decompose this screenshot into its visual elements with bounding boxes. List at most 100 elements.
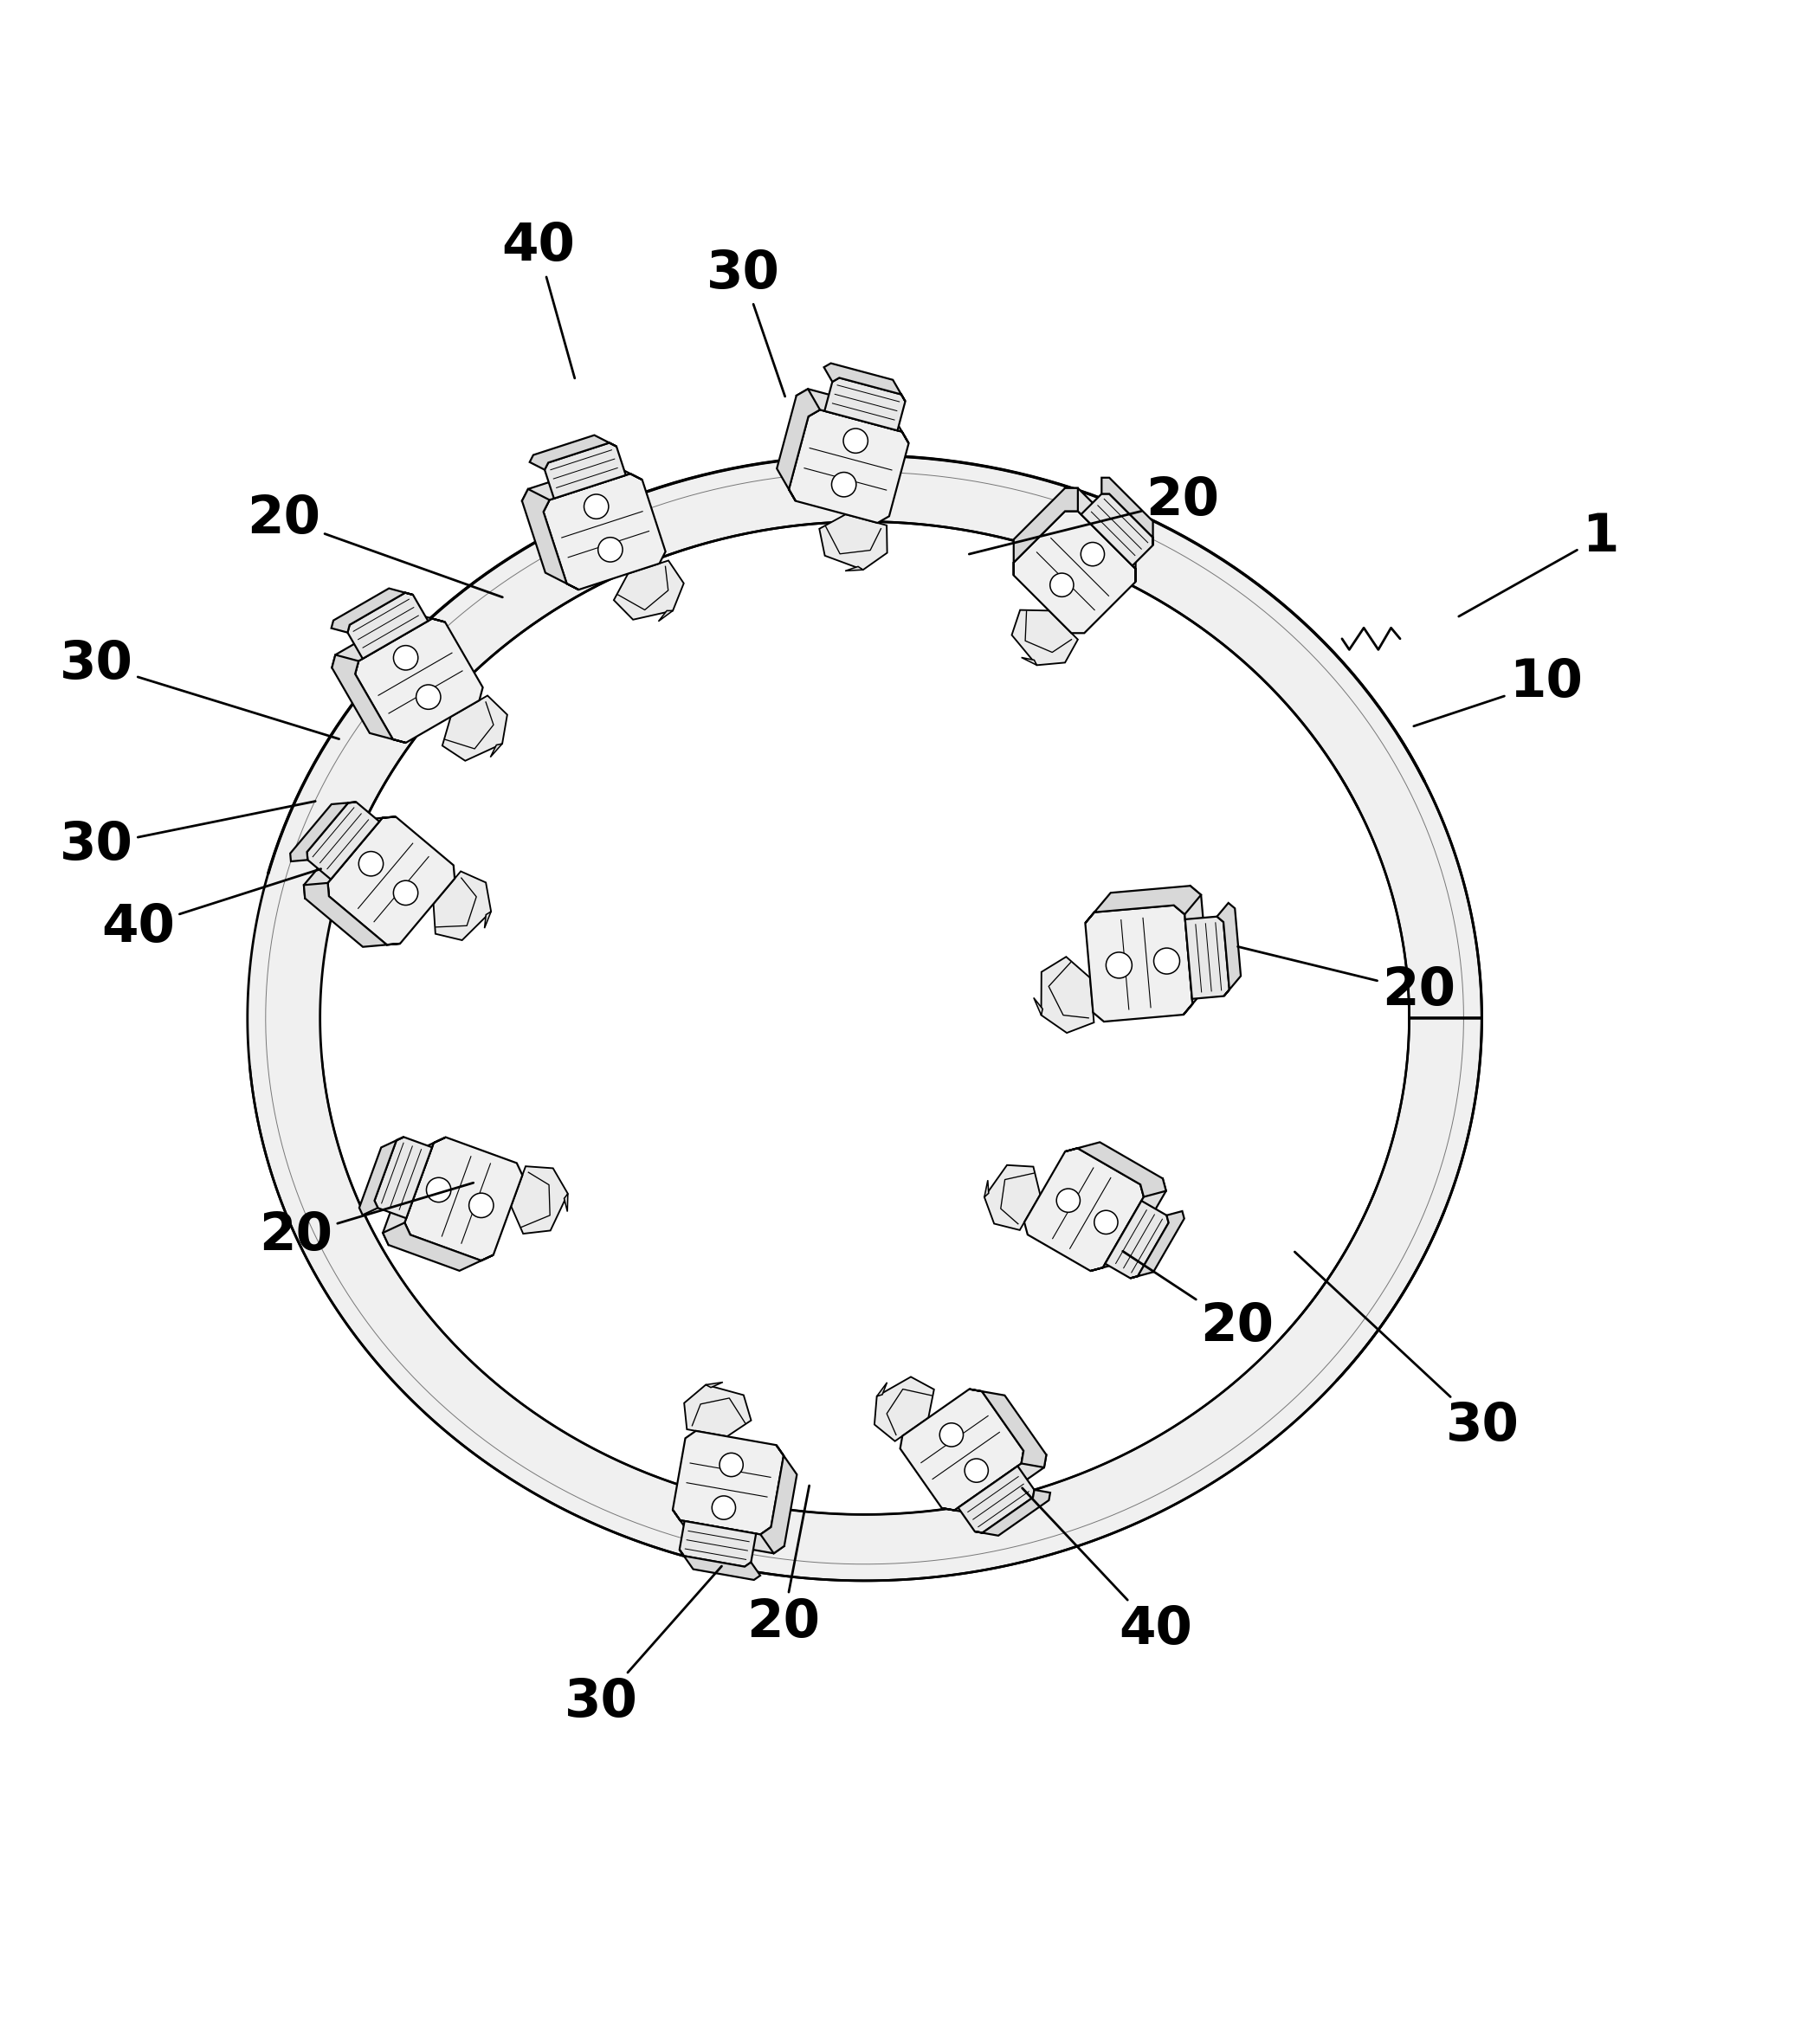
Polygon shape <box>308 801 379 880</box>
Polygon shape <box>819 515 886 569</box>
Circle shape <box>832 472 855 496</box>
Polygon shape <box>1174 886 1208 1015</box>
Polygon shape <box>442 696 508 761</box>
Polygon shape <box>289 801 357 862</box>
Circle shape <box>719 1453 743 1477</box>
Text: 40: 40 <box>1023 1487 1192 1655</box>
Polygon shape <box>877 1382 886 1396</box>
Polygon shape <box>1090 1179 1167 1271</box>
Polygon shape <box>564 1195 568 1211</box>
Circle shape <box>417 684 440 708</box>
Text: 20: 20 <box>968 476 1219 555</box>
Polygon shape <box>1105 1201 1168 1277</box>
Circle shape <box>1056 1189 1079 1213</box>
Text: 20: 20 <box>246 494 502 597</box>
Polygon shape <box>355 620 482 743</box>
Polygon shape <box>1101 478 1152 545</box>
Polygon shape <box>304 817 395 898</box>
Polygon shape <box>375 1136 431 1219</box>
Polygon shape <box>957 1465 1034 1534</box>
Polygon shape <box>328 817 455 944</box>
Circle shape <box>1107 952 1132 979</box>
Circle shape <box>843 428 868 454</box>
Polygon shape <box>1185 916 1229 999</box>
Text: 20: 20 <box>746 1485 819 1649</box>
Text: 30: 30 <box>60 638 339 739</box>
Polygon shape <box>1014 511 1136 634</box>
Circle shape <box>426 1179 451 1203</box>
Polygon shape <box>673 1431 784 1534</box>
Polygon shape <box>976 1489 1050 1536</box>
Polygon shape <box>706 1382 723 1388</box>
Polygon shape <box>530 436 617 470</box>
Polygon shape <box>484 912 491 928</box>
Polygon shape <box>874 1376 934 1441</box>
Circle shape <box>965 1459 988 1483</box>
Polygon shape <box>985 1164 1041 1231</box>
Text: 20: 20 <box>258 1183 473 1261</box>
Polygon shape <box>511 1166 568 1233</box>
Polygon shape <box>331 589 413 632</box>
Polygon shape <box>985 1181 988 1197</box>
Polygon shape <box>1014 488 1077 575</box>
Polygon shape <box>1130 1211 1185 1277</box>
Polygon shape <box>941 1451 1046 1514</box>
Text: 30: 30 <box>706 248 784 396</box>
Polygon shape <box>382 1223 493 1271</box>
Polygon shape <box>679 1550 761 1580</box>
Polygon shape <box>433 872 491 940</box>
Circle shape <box>393 880 419 906</box>
Polygon shape <box>788 410 908 523</box>
Polygon shape <box>673 1509 784 1554</box>
Polygon shape <box>684 1384 752 1437</box>
Polygon shape <box>777 389 821 500</box>
Polygon shape <box>1041 957 1094 1033</box>
Polygon shape <box>1034 997 1043 1015</box>
Text: 30: 30 <box>1294 1251 1520 1453</box>
Text: 1: 1 <box>1460 513 1618 615</box>
Polygon shape <box>404 1138 522 1261</box>
Polygon shape <box>522 488 579 589</box>
Polygon shape <box>1085 886 1201 922</box>
Circle shape <box>1154 948 1179 975</box>
Polygon shape <box>359 1136 404 1215</box>
Circle shape <box>939 1423 963 1447</box>
Circle shape <box>359 852 384 876</box>
Polygon shape <box>331 611 446 674</box>
Polygon shape <box>1012 609 1077 666</box>
Polygon shape <box>824 377 905 430</box>
Polygon shape <box>1081 494 1152 565</box>
Polygon shape <box>824 363 905 402</box>
Polygon shape <box>1065 488 1136 581</box>
Polygon shape <box>970 1388 1046 1467</box>
Polygon shape <box>382 1138 446 1245</box>
Polygon shape <box>613 561 684 620</box>
Polygon shape <box>761 1445 797 1554</box>
Polygon shape <box>544 474 666 589</box>
Text: 30: 30 <box>60 801 315 872</box>
Text: 20: 20 <box>1238 946 1456 1017</box>
Polygon shape <box>522 462 642 513</box>
Text: 40: 40 <box>102 870 320 952</box>
Polygon shape <box>844 567 863 571</box>
Text: 40: 40 <box>501 222 575 377</box>
Text: 10: 10 <box>1414 656 1583 726</box>
Polygon shape <box>490 745 502 757</box>
Text: 20: 20 <box>1123 1251 1274 1352</box>
Polygon shape <box>544 442 626 498</box>
Circle shape <box>712 1495 735 1520</box>
Circle shape <box>599 537 622 561</box>
Polygon shape <box>679 1522 755 1566</box>
Polygon shape <box>659 611 673 622</box>
Polygon shape <box>348 593 428 658</box>
Polygon shape <box>248 456 1481 1580</box>
Polygon shape <box>304 884 400 946</box>
Circle shape <box>1094 1211 1117 1235</box>
Circle shape <box>393 646 419 670</box>
Circle shape <box>470 1193 493 1217</box>
Polygon shape <box>1085 906 1192 1021</box>
Polygon shape <box>1021 658 1037 666</box>
Polygon shape <box>901 1388 1023 1509</box>
Polygon shape <box>797 389 908 444</box>
Circle shape <box>1050 573 1074 597</box>
